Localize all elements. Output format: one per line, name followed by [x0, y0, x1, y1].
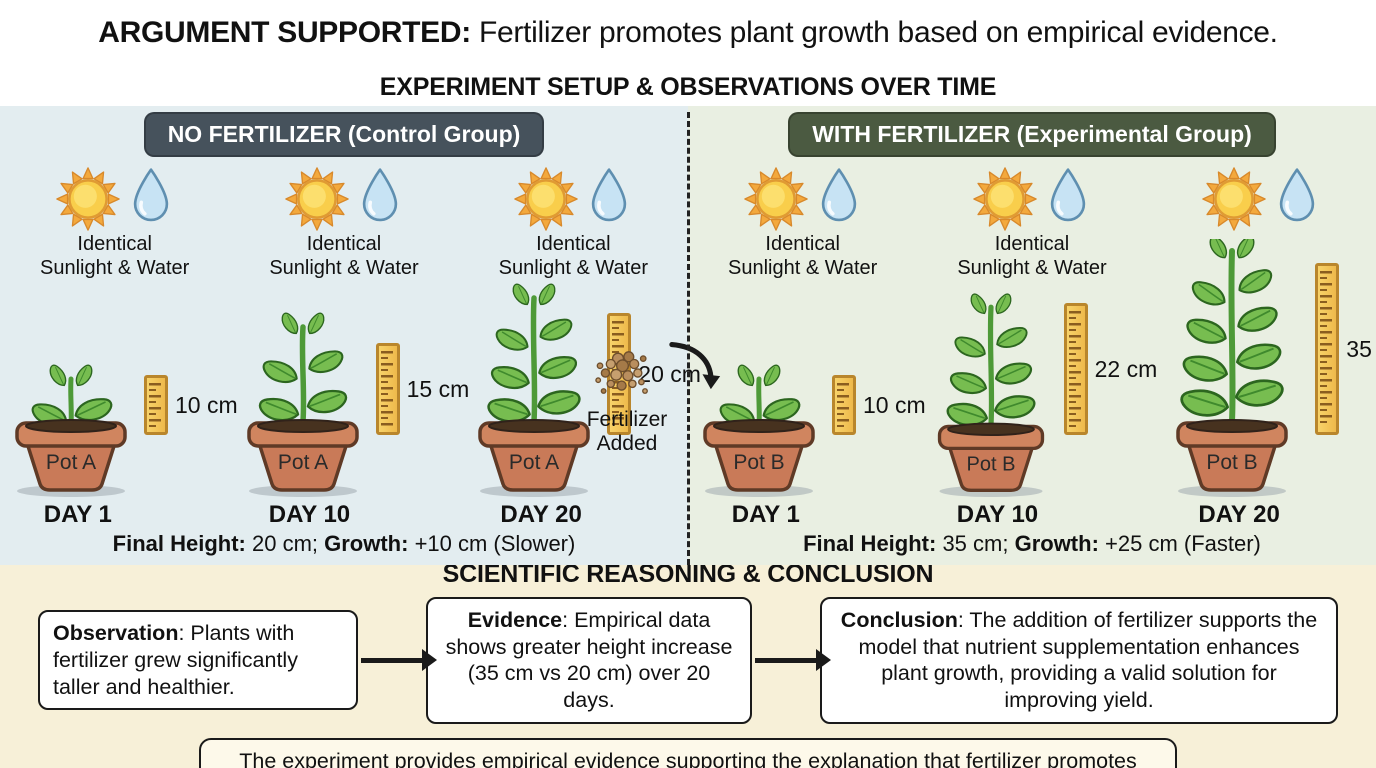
experiment-panels: NO FERTILIZER (Control Group) Identical S…: [0, 106, 1376, 565]
control-final-summary: Final Height: 20 cm; Growth: +10 cm (Slo…: [112, 531, 576, 556]
stage-control-day1: Pot A 10 cm DAY 1: [6, 357, 238, 529]
ruler-icon: [375, 343, 400, 435]
day-label: DAY 1: [43, 501, 112, 528]
control-conditions-row: Identical Sunlight & Water Identical Sunli…: [0, 167, 688, 279]
condition-label: Identical Sunlight & Water: [269, 233, 419, 279]
condition-item: Identical Sunlight & Water: [229, 167, 458, 279]
stage-experimental-day10: Pot B 22 cm DAY 10: [926, 292, 1158, 529]
water-drop-icon: [1050, 167, 1086, 222]
evidence-box: Evidence: Empirical data shows greater h…: [426, 597, 752, 724]
height-label: 15 cm: [406, 375, 470, 402]
condition-item: Identical Sunlight & Water: [459, 167, 688, 279]
stage-control-day10: Pot A 15 cm DAY 10: [238, 307, 470, 529]
plant-pot-illustration: Pot B: [1157, 239, 1307, 497]
sun-icon: [284, 167, 349, 231]
pot-label: Pot B: [966, 453, 1015, 475]
argument-header: ARGUMENT SUPPORTED: Fertilizer promotes …: [0, 0, 1376, 66]
sun-icon: [743, 167, 808, 231]
condition-item: Identical Sunlight & Water: [688, 167, 917, 279]
condition-item: Identical Sunlight & Water: [0, 167, 229, 279]
water-drop-icon: [591, 167, 627, 222]
condition-label: Identical Sunlight & Water: [498, 233, 648, 279]
condition-label: Identical Sunlight & Water: [957, 233, 1107, 279]
height-label: 10 cm: [175, 391, 238, 418]
water-drop-icon: [362, 167, 398, 222]
pot-label: Pot B: [1207, 451, 1258, 474]
reasoning-section: SCIENTIFIC REASONING & CONCLUSION Observ…: [0, 552, 1376, 768]
control-group-badge: NO FERTILIZER (Control Group): [143, 112, 545, 157]
stage-experimental-day1: Fertilizer Added Pot B: [587, 342, 926, 529]
water-drop-icon: [133, 167, 169, 222]
fertilizer-added-label: Fertilizer Added: [586, 408, 668, 456]
pot-label: Pot A: [46, 451, 96, 474]
reasoning-flow: Observation: Plants with fertilizer grew…: [0, 597, 1376, 724]
control-group-panel: NO FERTILIZER (Control Group) Identical S…: [0, 106, 701, 565]
plant-pot-illustration: Pot B: [694, 357, 824, 497]
water-drop-icon: [821, 167, 857, 222]
condition-label: Identical Sunlight & Water: [728, 233, 878, 279]
ruler-icon: [1315, 263, 1340, 435]
sun-icon: [514, 167, 579, 231]
sun-icon: [55, 167, 120, 231]
flow-arrow-icon: [755, 648, 831, 671]
ruler-icon: [832, 375, 856, 435]
condition-item: Identical Sunlight & Water: [917, 167, 1146, 279]
sun-icon: [1202, 167, 1267, 231]
water-drop-icon: [1279, 167, 1315, 222]
day-label: DAY 10: [268, 501, 351, 528]
experimental-final-summary: Final Height: 35 cm; Growth: +25 cm (Fas…: [803, 531, 1261, 556]
argument-title: ARGUMENT SUPPORTED: Fertilizer promotes …: [98, 16, 1278, 50]
plant-pot-illustration: Pot B: [926, 292, 1056, 497]
observation-box: Observation: Plants with fertilizer grew…: [38, 610, 358, 711]
stage-experimental-day20: Pot B 35 cm DAY 20: [1157, 239, 1376, 529]
height-label: 10 cm: [863, 391, 926, 418]
conclusion-box: Conclusion: The addition of fertilizer s…: [820, 597, 1338, 724]
pot-label: Pot A: [278, 451, 328, 474]
experimental-conditions-row: Identical Sunlight & Water Identical Sunli…: [688, 167, 1376, 279]
height-label: 22 cm: [1094, 355, 1158, 382]
day-label: DAY 20: [1198, 501, 1280, 528]
fertilizer-arrow-icon: [669, 342, 721, 390]
experiment-section-title: EXPERIMENT SETUP & OBSERVATIONS OVER TIM…: [379, 73, 997, 101]
ruler-icon: [144, 375, 168, 435]
experimental-group-badge: WITH FERTILIZER (Experimental Group): [788, 112, 1276, 157]
pot-label: Pot B: [733, 451, 784, 474]
day-label: DAY 1: [731, 501, 800, 528]
experiment-section: EXPERIMENT SETUP & OBSERVATIONS OVER TIM…: [0, 66, 1376, 565]
flow-arrow-icon: [361, 648, 437, 671]
argument-title-text: Fertilizer promotes plant growth based o…: [470, 16, 1278, 49]
summary-box: The experiment provides empirical eviden…: [199, 737, 1177, 768]
fertilizer-annotation: Fertilizer Added: [568, 345, 686, 456]
plant-pot-illustration: Pot A: [6, 357, 136, 497]
day-label: DAY 10: [956, 501, 1039, 528]
day-label: DAY 20: [500, 501, 582, 528]
plant-pot-illustration: Pot A: [238, 307, 368, 497]
argument-title-label: ARGUMENT SUPPORTED:: [98, 16, 471, 49]
height-label: 20 cm: [638, 360, 701, 387]
control-stages-row: Pot A 10 cm DAY 1: [0, 279, 701, 529]
experimental-stages-row: Fertilizer Added Pot B: [587, 279, 1376, 529]
pot-label: Pot A: [509, 451, 559, 474]
fertilizer-granules-icon: [595, 351, 648, 394]
ruler-icon: [1063, 303, 1088, 435]
plant-pot-illustration: Pot A: [469, 282, 599, 497]
sun-icon: [972, 167, 1037, 231]
height-label: 35 cm: [1346, 335, 1376, 362]
condition-label: Identical Sunlight & Water: [40, 233, 190, 279]
experimental-group-panel: WITH FERTILIZER (Experimental Group) Ide…: [587, 106, 1376, 565]
